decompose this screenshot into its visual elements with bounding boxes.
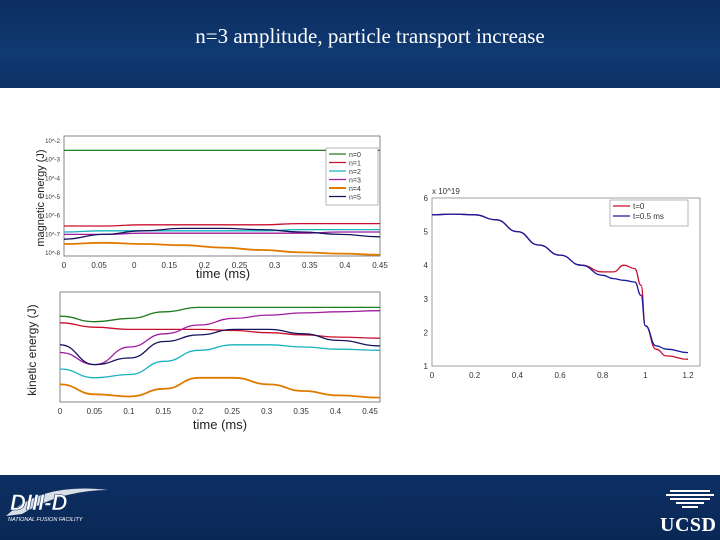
footer-bar (0, 475, 720, 540)
y-scale-label: x 10^19 (432, 187, 460, 196)
x-tick-label: 0.4 (330, 407, 342, 416)
ucsd-logo-text: UCSD (660, 514, 717, 536)
magnetic-energy-chart: 10^-2 10^-3 10^-4 10^-5 10^-6 10^-7 10^-8 0 0.0… (35, 135, 388, 281)
legend-box (609, 199, 689, 227)
kinetic-energy-chart: 0 0.05 0.1 0.15 0.2 0.25 0.3 0.35 0.4 0.45 kineti… (25, 291, 381, 432)
y-tick-label: 2 (424, 328, 429, 337)
y-axis-label: magnetic energy (J) (35, 149, 47, 246)
series-line-n-4 (59, 376, 381, 399)
series-line-n-1 (64, 222, 380, 227)
legend-label: t=0 (633, 202, 645, 211)
x-tick-label: 0.25 (224, 407, 240, 416)
series-line-t-0-5-ms (431, 213, 689, 354)
series-line-n-1 (59, 322, 381, 339)
x-tick-label: 0.3 (269, 261, 281, 270)
legend-label: n=2 (349, 169, 361, 176)
series-line-n-0 (59, 306, 380, 323)
x-axis-label: time (ms) (193, 417, 247, 432)
x-tick-label: 0.2 (469, 371, 481, 380)
y-tick-label: 1 (424, 362, 429, 371)
x-axis-label: time (ms) (196, 266, 250, 281)
legend-label: n=3 (349, 178, 361, 185)
slide-title: n=3 amplitude, particle transport increa… (195, 24, 545, 48)
series-line-n-3 (59, 310, 381, 366)
y-tick-label: 5 (424, 228, 429, 237)
y-tick-label: 10^-2 (45, 139, 60, 145)
legend-label: t=0.5 ms (633, 212, 664, 221)
x-tick-label: 0 (58, 407, 63, 416)
y-tick-label: 10^-4 (45, 176, 60, 182)
diii-d-logo: DIII-D NATIONAL FUSION FACILITY (6, 488, 108, 523)
diii-d-logo-subtitle: NATIONAL FUSION FACILITY (8, 517, 83, 523)
legend-label: n=4 (349, 186, 361, 193)
x-tick-label: 1 (643, 371, 648, 380)
ucsd-seal-bar (666, 494, 714, 496)
series-line-n-5 (59, 328, 381, 366)
legend-label: n=1 (349, 161, 361, 168)
legend-box (325, 147, 379, 206)
y-tick-label: 10^-8 (45, 251, 60, 257)
series-line-n-2 (59, 344, 381, 379)
x-tick-label: 0.05 (87, 407, 103, 416)
y-tick-label: 10^-3 (45, 158, 60, 164)
x-tick-label: 0.15 (162, 261, 178, 270)
x-tick-label: 0.15 (156, 407, 172, 416)
x-tick-label: 0.25 (232, 261, 248, 270)
y-tick-label: 10^-6 (45, 214, 60, 220)
diii-d-swoosh-icon (6, 488, 108, 516)
x-tick-label: 0.35 (302, 261, 318, 270)
x-tick-label: 0.4 (512, 371, 524, 380)
x-tick-label: 0 (62, 261, 67, 270)
x-tick-label: 0.2 (192, 407, 204, 416)
legend-label: n=0 (349, 152, 361, 159)
x-tick-label: 0.3 (261, 407, 273, 416)
y-tick-label: 10^-5 (45, 195, 60, 201)
ucsd-seal-bar (682, 506, 698, 508)
ucsd-seal-icon (666, 490, 714, 508)
x-tick-label: 0.45 (372, 261, 388, 270)
series-line-n-2 (63, 228, 380, 233)
density-profile-chart: 1 2 3 4 5 6 0 0.2 0.4 0.6 0.8 1 1.2 t=0t=0.5 ms x 1… (424, 187, 701, 380)
x-tick-label: 0.35 (293, 407, 309, 416)
ucsd-seal-bar (670, 490, 710, 492)
y-tick-label: 4 (424, 261, 429, 270)
diii-d-logo-text: DIII-D (10, 490, 68, 515)
series-line-n-4 (63, 241, 381, 256)
y-tick-label: 3 (424, 295, 429, 304)
y-tick-label: 6 (424, 194, 429, 203)
x-tick-label: 0.2 (199, 261, 211, 270)
x-tick-label: 0.1 (123, 407, 135, 416)
ucsd-seal-bar (670, 498, 710, 500)
x-tick-label: 0.05 (91, 261, 107, 270)
x-tick-label: 0.6 (554, 371, 566, 380)
y-axis-label: kinetic energy (J) (25, 304, 39, 395)
x-tick-label: 0.4 (339, 261, 351, 270)
x-tick-label: 1.2 (682, 371, 694, 380)
x-tick-label: 0.8 (597, 371, 609, 380)
y-tick-label: 10^-7 (45, 232, 60, 238)
x-tick-label: 0.45 (362, 407, 378, 416)
ucsd-seal-bar (676, 502, 704, 504)
legend-label: n=5 (349, 195, 361, 202)
x-tick-label: 0 (430, 371, 435, 380)
x-tick-label: 0 (132, 261, 137, 270)
series-line-n-5 (63, 227, 381, 240)
header-bar (0, 0, 720, 88)
